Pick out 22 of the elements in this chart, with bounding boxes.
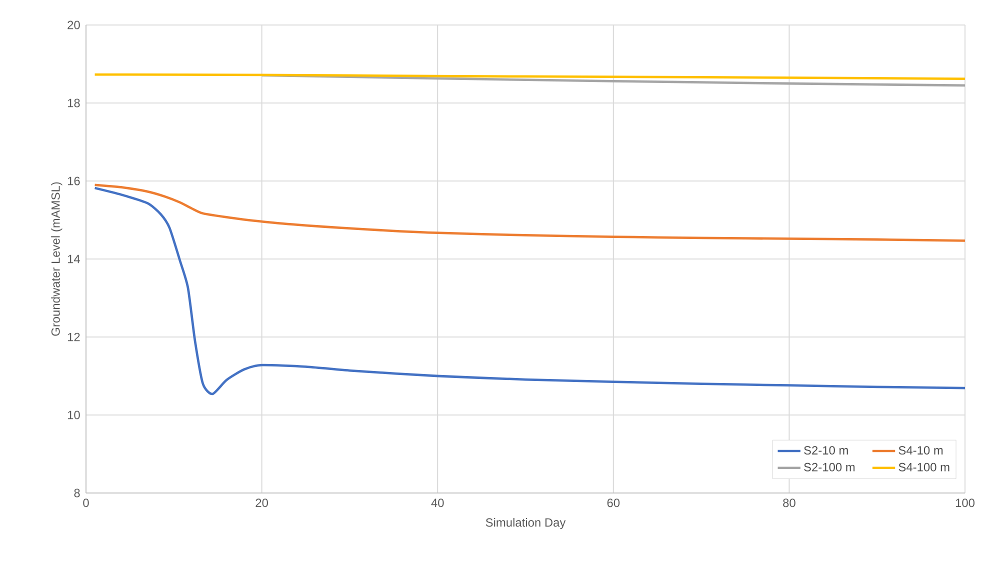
y-tick-label: 14: [68, 254, 80, 264]
y-axis-title: Groundwater Level (mAMSL): [51, 182, 62, 336]
legend-label: S2-10 m: [804, 446, 848, 455]
y-tick-label: 10: [68, 410, 80, 420]
y-tick-label: 12: [68, 332, 80, 342]
legend-label: S2-100 m: [804, 462, 855, 472]
line-series: [94, 186, 966, 396]
x-tick-label: 40: [431, 498, 444, 508]
y-tick-label: 20: [68, 20, 80, 30]
x-tick-label: 80: [783, 498, 796, 508]
y-tick-label: 8: [74, 488, 80, 498]
x-axis-title: Simulation Day: [486, 518, 566, 530]
legend-label: S4-100 m: [898, 462, 950, 472]
x-tick-label: 0: [83, 498, 89, 508]
line-series: [260, 74, 966, 87]
y-tick-label: 18: [68, 98, 80, 108]
x-tick-label: 100: [956, 498, 975, 508]
legend-label: S4-10 m: [898, 446, 943, 455]
line-series: [94, 184, 966, 242]
y-tick-label: 16: [68, 176, 80, 186]
x-tick-label: 60: [607, 498, 620, 508]
x-tick-label: 20: [256, 498, 268, 508]
